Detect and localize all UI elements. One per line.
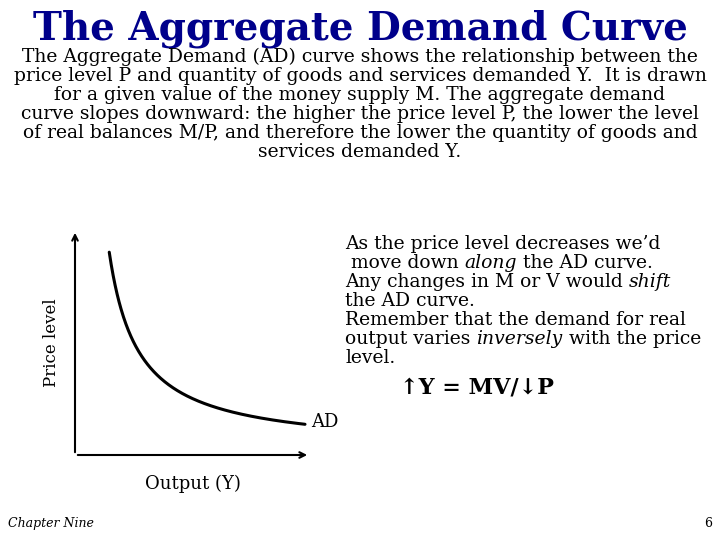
Text: for a given value of the money supply M. The aggregate demand: for a given value of the money supply M.…: [55, 86, 665, 104]
Text: The Aggregate Demand (AD) curve shows the relationship between the: The Aggregate Demand (AD) curve shows th…: [22, 48, 698, 66]
Text: AD: AD: [311, 413, 338, 431]
Text: Any changes in M or V would: Any changes in M or V would: [345, 273, 629, 291]
Text: Remember that the demand for real: Remember that the demand for real: [345, 311, 686, 329]
Text: Price level: Price level: [42, 298, 60, 387]
Text: ↑Y = MV/↓P: ↑Y = MV/↓P: [400, 376, 554, 398]
Text: shift: shift: [629, 273, 671, 291]
Text: the AD curve.: the AD curve.: [517, 254, 653, 272]
Text: move down: move down: [345, 254, 464, 272]
Text: Output (Y): Output (Y): [145, 475, 240, 493]
Text: curve slopes downward: the higher the price level P, the lower the level: curve slopes downward: the higher the pr…: [21, 105, 699, 123]
Text: with the price: with the price: [562, 330, 701, 348]
Text: As the price level decreases we’d: As the price level decreases we’d: [345, 235, 660, 253]
Text: of real balances M/P, and therefore the lower the quantity of goods and: of real balances M/P, and therefore the …: [23, 124, 697, 142]
Text: services demanded Y.: services demanded Y.: [258, 143, 462, 161]
Text: inversely: inversely: [477, 330, 562, 348]
Text: 6: 6: [704, 517, 712, 530]
Text: output varies: output varies: [345, 330, 477, 348]
Text: along: along: [464, 254, 517, 272]
Text: the AD curve.: the AD curve.: [345, 292, 475, 310]
Text: Chapter Nine: Chapter Nine: [8, 517, 94, 530]
Text: The Aggregate Demand Curve: The Aggregate Demand Curve: [32, 10, 688, 49]
Text: price level P and quantity of goods and services demanded Y.  It is drawn: price level P and quantity of goods and …: [14, 67, 706, 85]
Text: level.: level.: [345, 349, 395, 367]
